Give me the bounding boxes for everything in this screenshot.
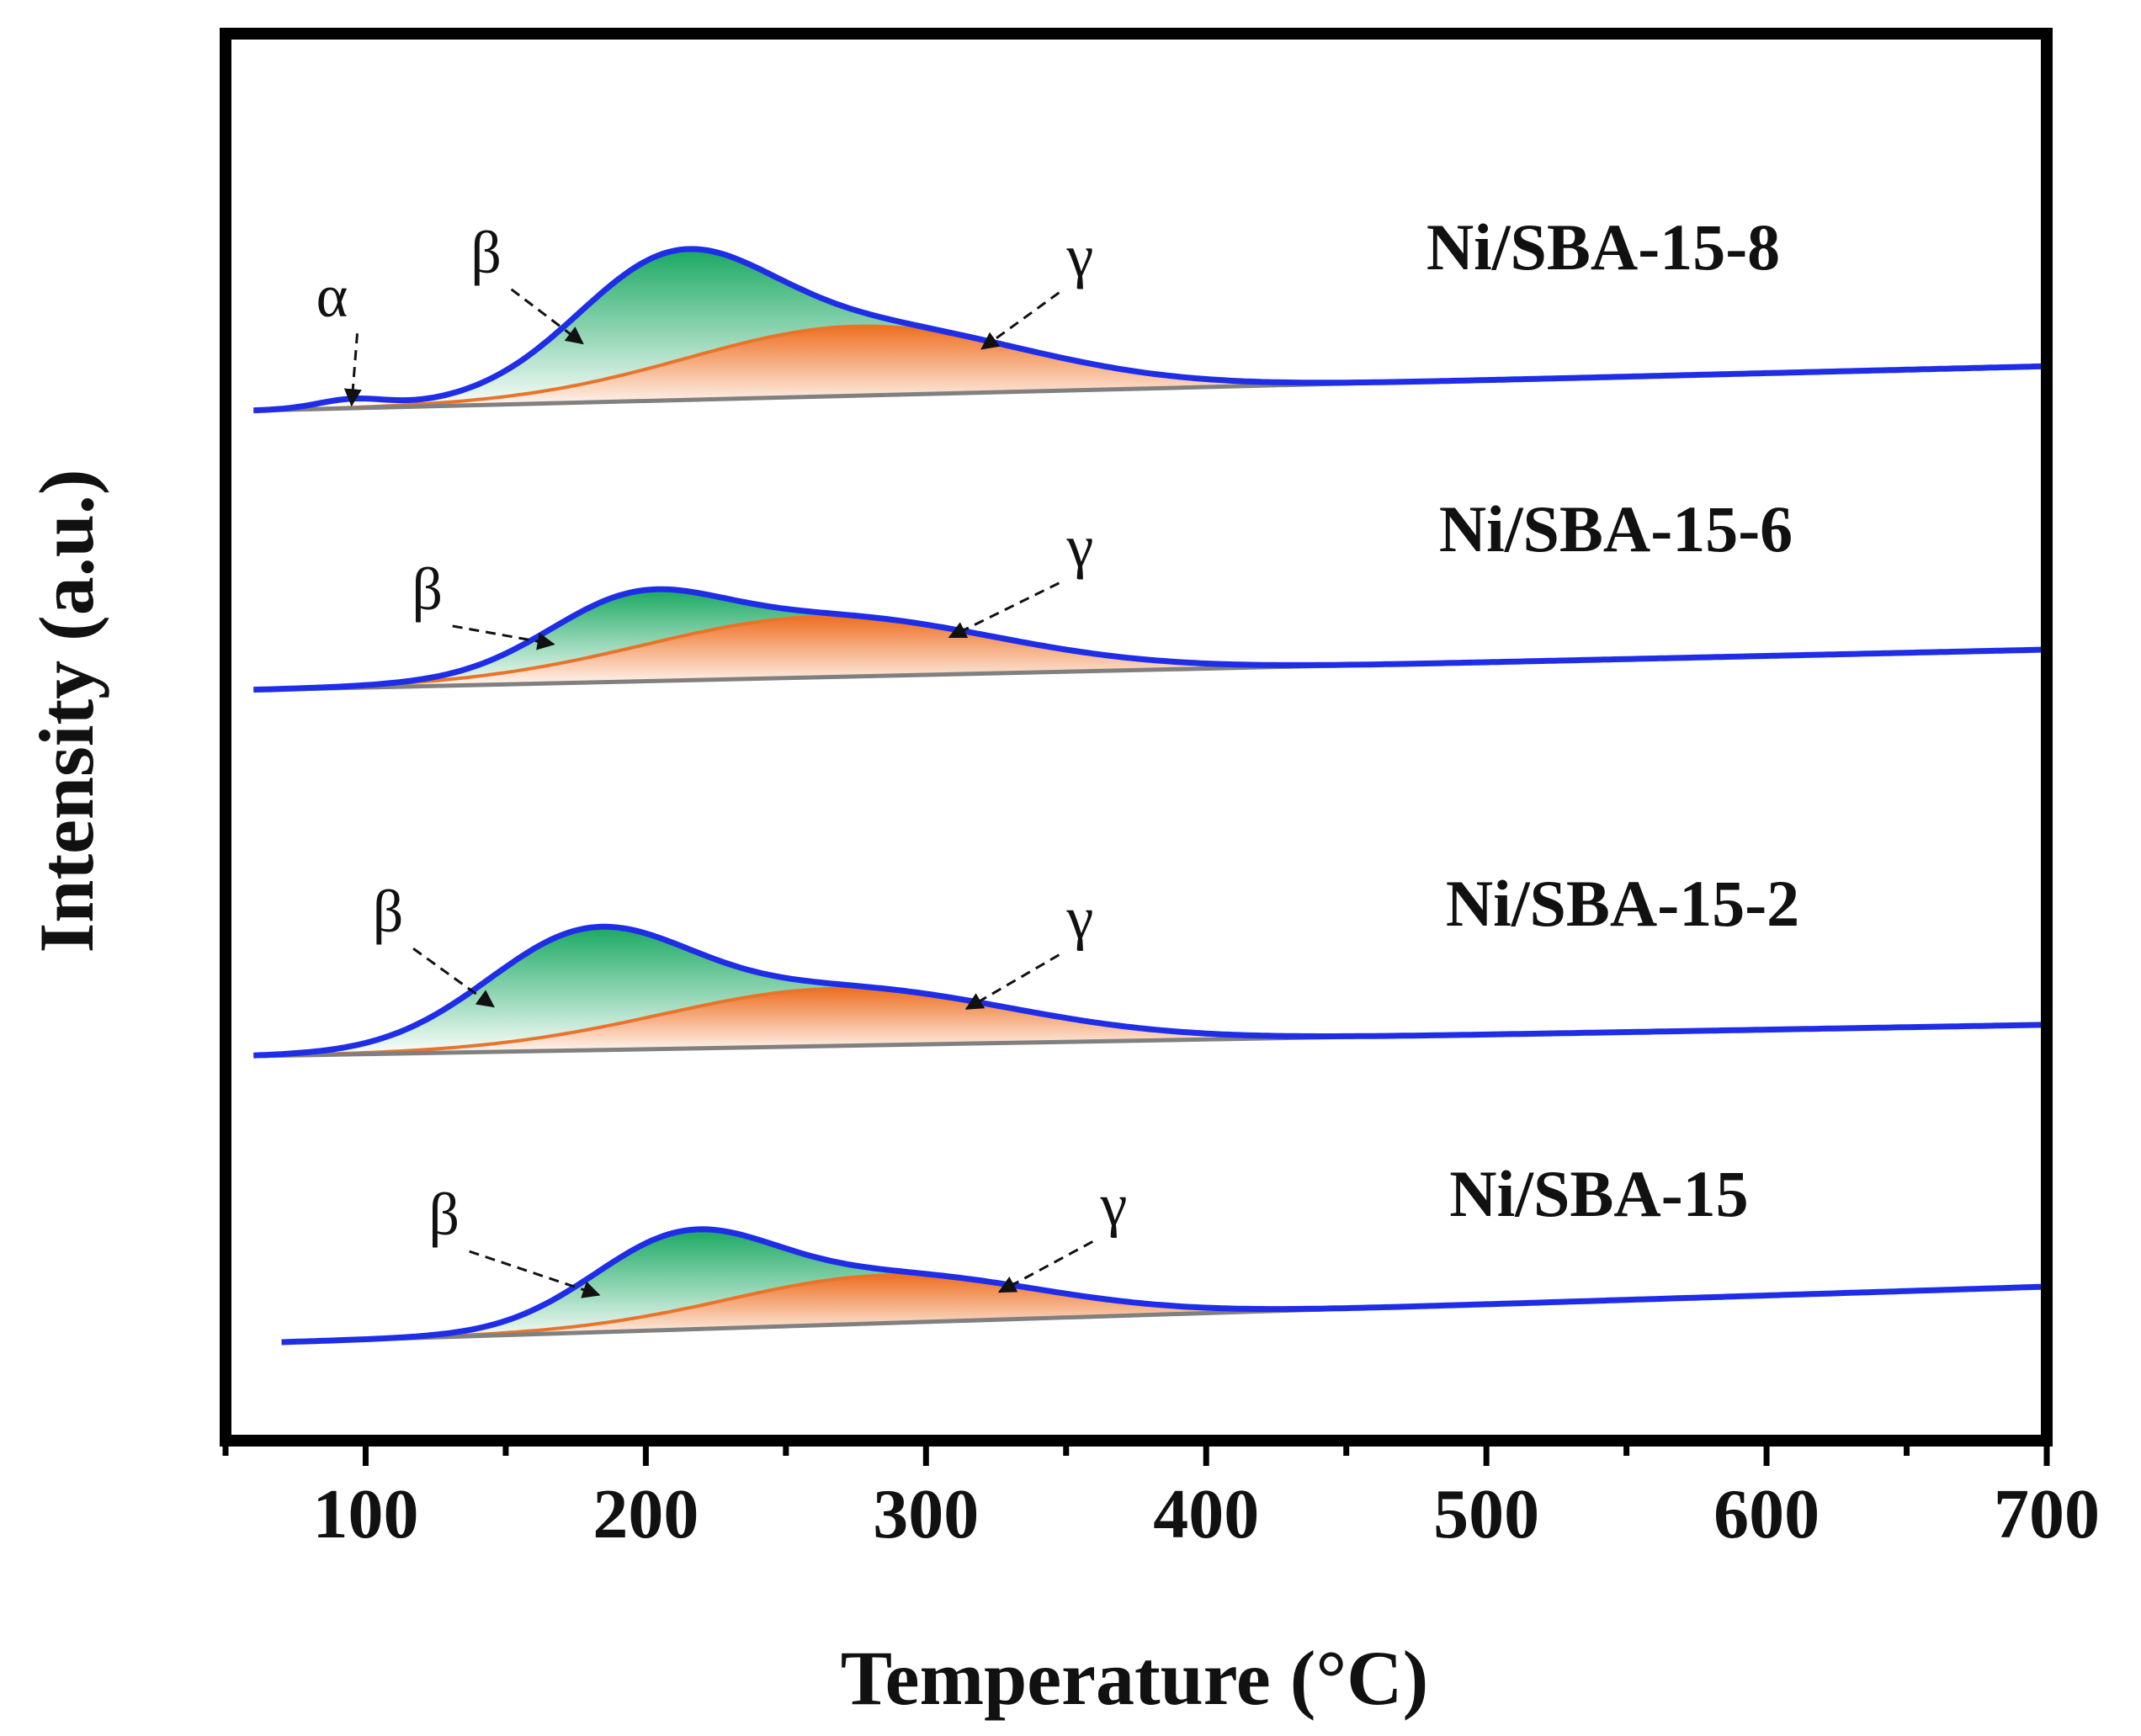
peak-arrow [343, 333, 362, 407]
x-tick-label: 200 [592, 1475, 699, 1553]
peak-label: γ [1066, 884, 1094, 952]
series-ni-sba-15-6: Ni/SBA-15-6 β γ [253, 492, 2048, 693]
peak-arrow [510, 288, 584, 345]
gamma-peak-fill [253, 326, 2047, 411]
peak-arrow [452, 624, 555, 650]
beta-peak-fill [253, 926, 2047, 1056]
peak-label: β [373, 878, 404, 945]
peak-arrow [997, 1240, 1094, 1293]
series-ni-sba-15-2: Ni/SBA-15-2 β γ [253, 867, 2048, 1059]
envelope-line [253, 246, 2048, 414]
peak-arrow [469, 1250, 601, 1298]
envelope-line [253, 586, 2048, 693]
series-label: Ni/SBA-15-6 [1439, 492, 1793, 565]
y-axis-title: Intensity (a.u.) [24, 469, 109, 953]
plot-frame [220, 28, 2053, 1447]
peak-label: α [316, 263, 348, 330]
peak-label: γ [1066, 222, 1094, 289]
x-tick-label: 300 [873, 1475, 979, 1553]
series-ni-sba-15-8: Ni/SBA-15-8 α β γ [253, 210, 2048, 414]
x-tick-label: 700 [1994, 1475, 2100, 1553]
x-tick-label: 500 [1433, 1475, 1539, 1553]
peak-arrow [964, 953, 1060, 1011]
peak-label: β [412, 555, 443, 623]
peak-label: γ [1099, 1171, 1127, 1238]
plot-area: Ni/SBA-15-8 α β γ Ni/SBA-15-6 β γ Ni/SBA-15-2 β γ… [253, 210, 2048, 1346]
peak-label: β [470, 219, 502, 286]
peak-arrow [948, 581, 1060, 639]
beta-peak-fill [253, 589, 2047, 690]
envelope-line [253, 923, 2048, 1059]
peak-label: β [428, 1181, 460, 1248]
gamma-peak-fill [253, 988, 2047, 1056]
x-tick-label: 600 [1713, 1475, 1820, 1553]
peak-label: γ [1066, 512, 1094, 580]
beta-peak-fill [253, 248, 2047, 411]
x-tick-label: 100 [312, 1475, 418, 1553]
series-label: Ni/SBA-15 [1449, 1157, 1748, 1230]
beta-peak-fill [281, 1229, 2047, 1342]
series-label: Ni/SBA-15-2 [1446, 867, 1799, 940]
x-tick-label: 400 [1153, 1475, 1259, 1553]
series-ni-sba-15: Ni/SBA-15 β γ [281, 1157, 2048, 1346]
envelope-line [281, 1226, 2048, 1346]
series-label: Ni/SBA-15-8 [1426, 210, 1780, 284]
gamma-peak-fill [281, 1275, 2047, 1342]
x-axis-title: Temperature (°C) [841, 1635, 1429, 1721]
gamma-peak-fill [253, 616, 2047, 690]
x-axis-ticks: 100 200 300 400 500 600 700 [222, 1441, 2100, 1553]
